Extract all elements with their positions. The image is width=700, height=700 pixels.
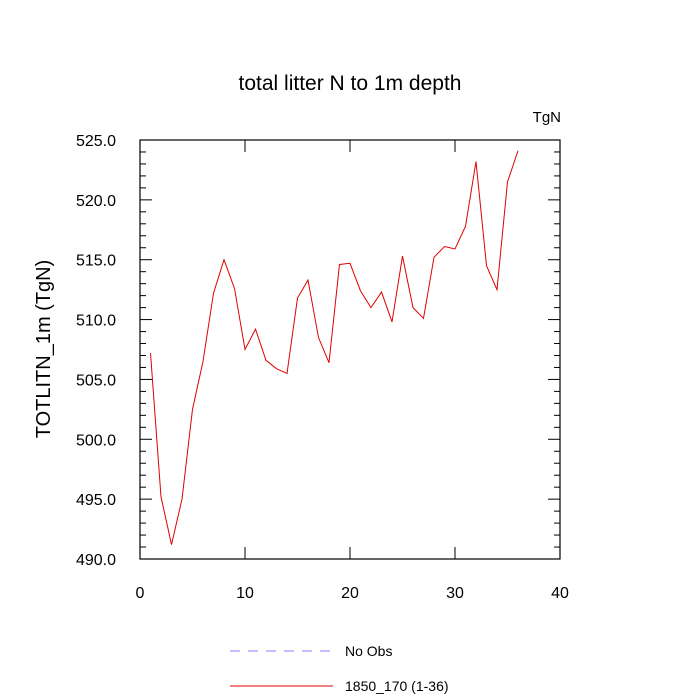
legend-entry-label: No Obs [345,643,392,659]
x-tick-label: 10 [236,585,254,602]
y-tick-label: 495.0 [76,492,116,509]
x-tick-label: 30 [446,585,464,602]
plot-lines [150,150,519,545]
y-tick-label: 510.0 [76,313,116,330]
legend-entry-label: 1850_170 (1-36) [345,678,449,694]
units-label: TgN [533,109,561,126]
y-axis-label: TOTLITN_1m (TgN) [33,260,55,439]
x-tick-label: 40 [551,585,569,602]
y-tick-labels: 490.0 495.0 500.0 505.0 510.0 515.0 520.0 525.0 [76,133,116,569]
y-tick-label: 500.0 [76,432,116,449]
y-tick-label: 525.0 [76,133,116,150]
axis-ticks [139,139,561,560]
series-line-1 [150,150,519,545]
y-tick-label: 505.0 [76,372,116,389]
legend: No Obs 1850_170 (1-36) [230,643,449,694]
x-tick-label: 20 [341,585,359,602]
x-tick-label: 0 [136,585,145,602]
chart-title: total litter N to 1m depth [239,72,462,95]
plot-frame [139,139,561,560]
y-tick-label: 490.0 [76,552,116,569]
y-tick-label: 515.0 [76,253,116,270]
y-tick-label: 520.0 [76,193,116,210]
x-tick-labels: 0 10 20 30 40 [136,585,569,602]
